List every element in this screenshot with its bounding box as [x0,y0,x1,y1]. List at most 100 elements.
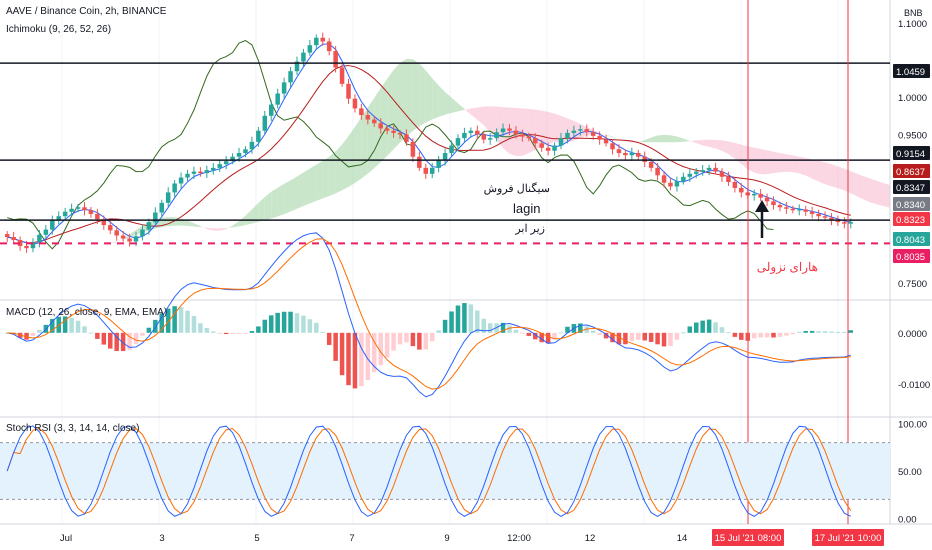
candle-body [455,138,461,146]
candle-body [146,222,152,230]
ichimoku-cloud [728,141,735,159]
ichimoku-cloud [226,225,233,230]
macd-histogram-bar [520,332,525,334]
macd-histogram-bar [590,330,596,333]
macd-histogram-bar [668,332,673,347]
ichimoku-cloud [812,159,819,182]
candle-body [500,128,506,133]
scale-badge[interactable]: BNB [904,8,923,18]
stoch-legend[interactable]: Stoch RSI (3, 3, 14, 14, close) [6,423,140,434]
candle-body [816,213,821,217]
ichimoku-cloud [760,148,768,175]
candle-body [552,145,557,151]
ichimoku-cloud [676,136,684,143]
macd-histogram-bar [236,332,242,334]
macd-histogram-bar [797,331,802,333]
ichimoku-cloud [187,220,194,227]
macd-histogram-bar [352,332,358,389]
ichimoku-cloud [251,202,259,224]
ichimoku-cloud [258,196,265,222]
macd-histogram-bar [500,322,506,333]
candle-body [256,130,261,142]
macd-legend[interactable]: MACD (12, 26, close, 9, EMA, EMA) [6,307,168,318]
candle-body [165,192,171,203]
ichimoku-cloud [387,69,394,156]
ichimoku-cloud [90,238,98,241]
macd-axis-tick: -0.0100 [898,380,930,391]
macd-histogram-bar [475,310,480,333]
candle-body [719,171,725,177]
macd-histogram-bar [146,327,152,333]
candle-body [758,193,763,198]
ichimoku-cloud [213,228,220,231]
candle-body [429,167,435,174]
time-axis-tick: 9 [444,533,449,544]
candle-body [211,167,216,171]
macd-histogram-bar [288,311,293,333]
price-tag [893,180,930,194]
candle-body [442,153,448,161]
candle-body [494,132,499,139]
candle-body [50,219,55,230]
candle-body [153,212,158,223]
candle-body [107,225,113,231]
candle-body [848,222,854,224]
candle-body [597,135,602,140]
macd-histogram-bar [739,332,744,340]
candle-body [809,211,815,214]
macd-histogram-bar [75,320,81,333]
macd-histogram-bar [642,332,647,341]
ichimoku-cloud [303,168,310,207]
stoch-axis-tick: 100.00 [898,420,927,431]
macd-histogram-bar [455,305,461,333]
ichimoku-cloud [380,78,388,163]
macd-histogram-bar [30,332,36,336]
candle-body [62,211,68,217]
ichimoku-cloud [406,58,413,137]
macd-histogram-bar [661,332,667,347]
ichimoku-legend[interactable]: Ichimoku (9, 26, 52, 26) [6,24,112,35]
time-axis-tick: 7 [349,533,354,544]
macd-histogram-bar [69,317,74,333]
macd-histogram-bar [346,332,351,386]
candle-body [565,132,570,139]
signal-line [7,238,851,390]
candle-body [404,134,409,142]
macd-histogram-bar [423,332,429,350]
arrow-head [755,200,769,212]
candle-body [127,238,132,242]
macd-histogram-bar [693,322,699,333]
stoch-axis-tick: 0.00 [898,514,917,525]
macd-histogram-bar [359,332,364,387]
macd-histogram-bar [532,332,538,340]
macd-histogram-bar [719,327,725,333]
candle-body [739,187,744,193]
ichimoku-cloud [548,111,555,144]
ichimoku-cloud [786,154,793,173]
ichimoku-cloud [580,123,587,139]
candle-body [771,201,776,206]
candle-body [610,143,615,150]
candle-body [532,138,538,144]
macd-histogram-bar [172,306,177,333]
ichimoku-cloud [651,135,658,143]
macd-histogram-bar [301,315,306,333]
candle-body [378,123,383,129]
ichimoku-cloud [805,157,813,179]
ichimoku-cloud [116,239,124,243]
candle-body [681,176,686,182]
candle-body [520,134,525,137]
candle-body [436,160,441,168]
ichimoku-cloud [348,126,355,187]
candle-body [397,132,403,135]
macd-axis-tick: 0.0000 [898,329,927,340]
ichimoku-cloud [522,108,529,156]
time-axis-tick: 12:00 [507,533,531,544]
ichimoku-cloud [483,106,491,133]
price-tag [893,197,930,211]
ichimoku-cloud [400,58,407,143]
candle-body [339,67,345,84]
ichimoku-cloud [451,97,458,113]
macd-histogram-bar [842,331,847,333]
